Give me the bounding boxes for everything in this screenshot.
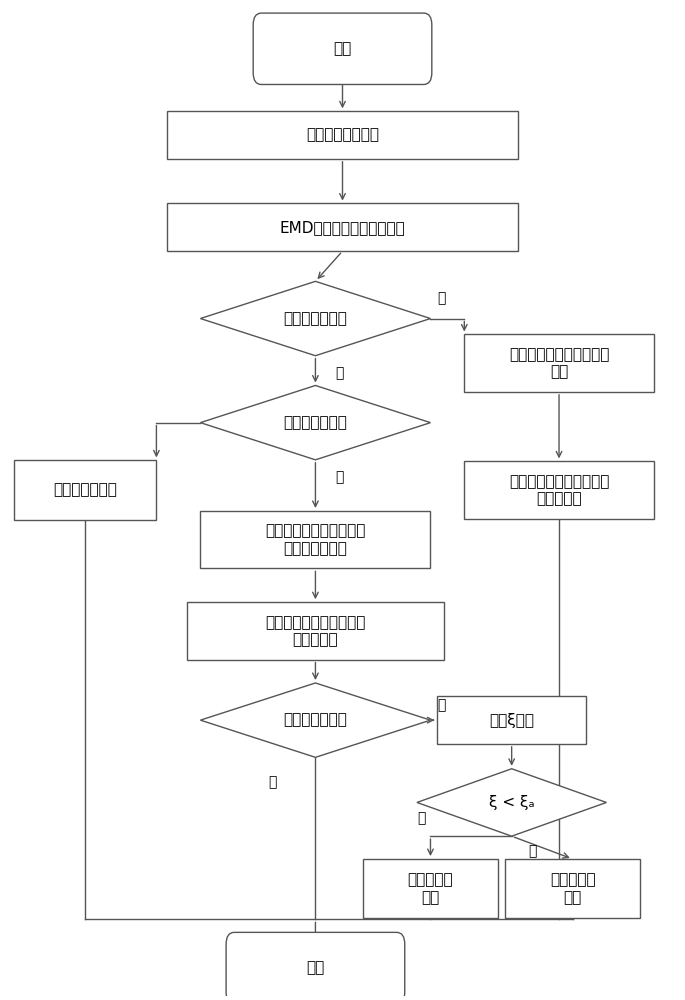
Text: 否: 否: [268, 775, 277, 789]
Text: 根据拟合误差的大小，判
定振荡类型: 根据拟合误差的大小，判 定振荡类型: [265, 615, 366, 647]
Bar: [187, 602, 444, 660]
Text: 是: 是: [529, 844, 537, 858]
Text: 负阳尼自由
振荡: 负阳尼自由 振荡: [408, 873, 453, 905]
Text: 是否为单调减小: 是否为单调减小: [284, 415, 347, 430]
Polygon shape: [201, 683, 430, 757]
Text: EMD分解提取主导振荡模式: EMD分解提取主导振荡模式: [279, 220, 406, 235]
Bar: [166, 203, 519, 251]
Text: 自由振荡、正阳尼共振和
零阳尼共振拟合: 自由振荡、正阳尼共振和 零阳尼共振拟合: [265, 523, 366, 556]
Bar: [363, 859, 498, 918]
Polygon shape: [417, 769, 606, 836]
Text: ξ < ξₐ: ξ < ξₐ: [489, 795, 534, 810]
Text: 否: 否: [336, 471, 344, 485]
Text: 是否具有周期性: 是否具有周期性: [284, 311, 347, 326]
Bar: [201, 511, 430, 568]
Text: 结束: 结束: [306, 961, 325, 976]
Text: 根据拟合误差的大小，判
定振荡类型: 根据拟合误差的大小，判 定振荡类型: [509, 474, 609, 506]
Text: 零阳尼自由
振荡: 零阳尼自由 振荡: [550, 873, 595, 905]
Text: 是: 是: [437, 698, 446, 712]
Polygon shape: [201, 281, 430, 356]
Polygon shape: [201, 385, 430, 460]
Bar: [505, 859, 640, 918]
Text: 是: 是: [437, 292, 446, 306]
Text: 选取待分析的数据: 选取待分析的数据: [306, 128, 379, 143]
Bar: [14, 460, 156, 520]
Text: 否: 否: [417, 811, 425, 825]
Text: 正阳尼自由振荡: 正阳尼自由振荡: [53, 483, 117, 498]
Text: 否: 否: [336, 367, 344, 381]
Text: 零阳尼拍频、正阳尼拍频
拟合: 零阳尼拍频、正阳尼拍频 拟合: [509, 347, 609, 379]
Bar: [464, 461, 653, 519]
FancyBboxPatch shape: [226, 932, 405, 1000]
FancyBboxPatch shape: [253, 13, 432, 84]
Bar: [437, 696, 586, 744]
Bar: [166, 111, 519, 159]
Text: 计算ξ大小: 计算ξ大小: [489, 713, 534, 728]
Text: 开始: 开始: [334, 41, 351, 56]
Text: 是否为自由振荡: 是否为自由振荡: [284, 713, 347, 728]
Bar: [464, 334, 653, 392]
